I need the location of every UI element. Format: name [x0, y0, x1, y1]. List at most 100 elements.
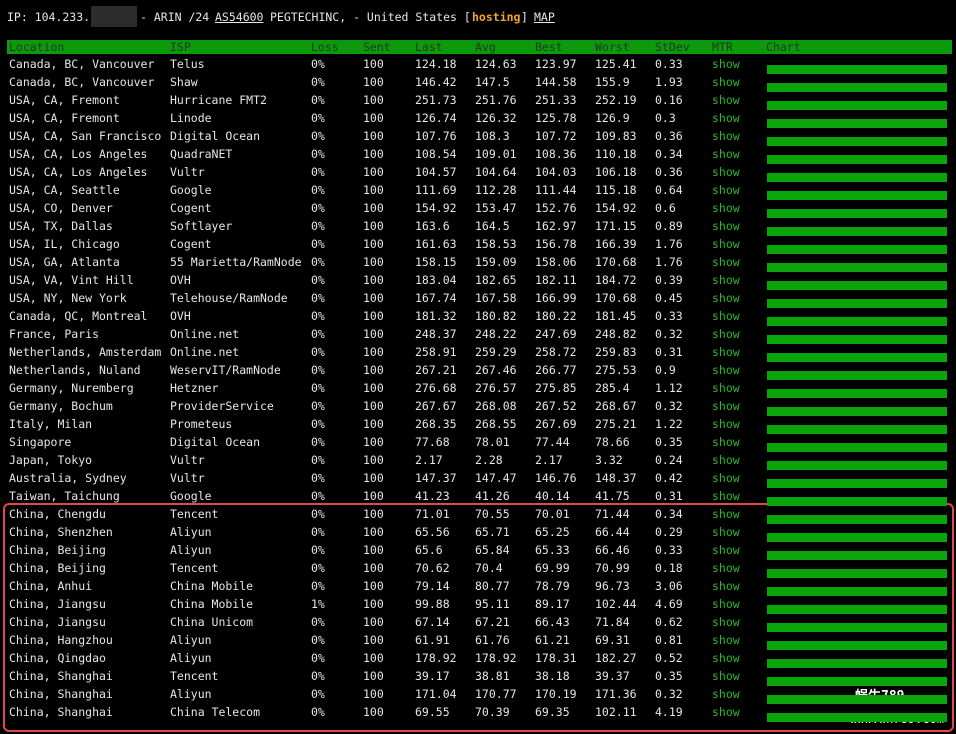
best: 123.97 — [535, 57, 577, 71]
mtr-link[interactable]: show — [712, 543, 740, 557]
mtr-link[interactable]: show — [712, 561, 740, 575]
location: USA, CA, Seattle — [9, 183, 120, 197]
best: 77.44 — [535, 435, 570, 449]
last: 61.91 — [415, 633, 450, 647]
mtr-link[interactable]: show — [712, 507, 740, 521]
stdev: 0.32 — [655, 327, 683, 341]
location: China, Beijing — [9, 561, 106, 575]
stdev: 0.3 — [655, 111, 676, 125]
avg: 182.65 — [475, 273, 517, 287]
loss: 0% — [311, 255, 325, 269]
mtr-link[interactable]: show — [712, 93, 740, 107]
mtr-link[interactable]: show — [712, 75, 740, 89]
mtr-link[interactable]: show — [712, 489, 740, 503]
location: USA, TX, Dallas — [9, 219, 113, 233]
mtr-link[interactable]: show — [712, 471, 740, 485]
mtr-link[interactable]: show — [712, 183, 740, 197]
mtr-link[interactable]: show — [712, 327, 740, 341]
loss: 0% — [311, 525, 325, 539]
mtr-link[interactable]: show — [712, 705, 740, 719]
isp: Vultr — [170, 165, 205, 179]
best: 166.99 — [535, 291, 577, 305]
stdev: 0.45 — [655, 291, 683, 305]
isp: China Unicom — [170, 615, 254, 629]
worst: 248.82 — [595, 327, 637, 341]
mtr-link[interactable]: show — [712, 399, 740, 413]
best: 107.72 — [535, 129, 577, 143]
worst: 171.15 — [595, 219, 637, 233]
isp: Aliyun — [170, 543, 212, 557]
avg: 2.28 — [475, 453, 503, 467]
mtr-link[interactable]: show — [712, 633, 740, 647]
mtr-link[interactable]: show — [712, 597, 740, 611]
worst: 252.19 — [595, 93, 637, 107]
mtr-link[interactable]: show — [712, 579, 740, 593]
isp: Online.net — [170, 327, 240, 341]
mtr-link[interactable]: show — [712, 219, 740, 233]
sent: 100 — [363, 273, 384, 287]
chart-bar — [767, 263, 947, 272]
chart-bar — [767, 65, 947, 74]
avg: 70.4 — [475, 561, 503, 575]
isp: Softlayer — [170, 219, 233, 233]
mtr-link[interactable]: show — [712, 363, 740, 377]
chart-bar — [767, 353, 947, 362]
loss: 0% — [311, 183, 325, 197]
mtr-link[interactable]: show — [712, 345, 740, 359]
last: 258.91 — [415, 345, 457, 359]
mtr-link[interactable]: show — [712, 435, 740, 449]
stdev: 0.34 — [655, 507, 683, 521]
isp: Vultr — [170, 453, 205, 467]
best: 125.78 — [535, 111, 577, 125]
avg: 126.32 — [475, 111, 517, 125]
avg: 65.84 — [475, 543, 510, 557]
avg: 41.26 — [475, 489, 510, 503]
location: USA, VA, Vint Hill — [9, 273, 134, 287]
best: 247.69 — [535, 327, 577, 341]
sent: 100 — [363, 597, 384, 611]
stdev: 0.6 — [655, 201, 676, 215]
chart-bar — [767, 371, 947, 380]
mtr-link[interactable]: show — [712, 453, 740, 467]
mtr-link[interactable]: show — [712, 165, 740, 179]
mtr-link[interactable]: show — [712, 57, 740, 71]
worst: 268.67 — [595, 399, 637, 413]
last: 147.37 — [415, 471, 457, 485]
last: 181.32 — [415, 309, 457, 323]
loss: 0% — [311, 291, 325, 305]
last: 69.55 — [415, 705, 450, 719]
location: China, Beijing — [9, 543, 106, 557]
mtr-link[interactable]: show — [712, 687, 740, 701]
best: 144.58 — [535, 75, 577, 89]
mtr-link[interactable]: show — [712, 237, 740, 251]
mtr-link[interactable]: show — [712, 309, 740, 323]
avg: 267.46 — [475, 363, 517, 377]
asn-link[interactable]: AS54600 — [215, 10, 264, 24]
mtr-link[interactable]: show — [712, 201, 740, 215]
best: 40.14 — [535, 489, 570, 503]
mtr-link[interactable]: show — [712, 417, 740, 431]
mtr-link[interactable]: show — [712, 651, 740, 665]
stdev: 0.42 — [655, 471, 683, 485]
location: Netherlands, Amsterdam — [9, 345, 162, 359]
loss: 0% — [311, 327, 325, 341]
mtr-link[interactable]: show — [712, 615, 740, 629]
stdev: 0.36 — [655, 165, 683, 179]
map-link[interactable]: MAP — [534, 10, 555, 24]
chart-bar — [767, 119, 947, 128]
stdev: 0.64 — [655, 183, 683, 197]
location: USA, GA, Atlanta — [9, 255, 120, 269]
hosting-tag: hosting — [472, 10, 521, 24]
mtr-link[interactable]: show — [712, 273, 740, 287]
mtr-link[interactable]: show — [712, 669, 740, 683]
mtr-link[interactable]: show — [712, 147, 740, 161]
mtr-link[interactable]: show — [712, 129, 740, 143]
mtr-link[interactable]: show — [712, 291, 740, 305]
mtr-link[interactable]: show — [712, 111, 740, 125]
loss: 1% — [311, 597, 325, 611]
isp: Prometeus — [170, 417, 233, 431]
mtr-link[interactable]: show — [712, 525, 740, 539]
mtr-link[interactable]: show — [712, 381, 740, 395]
mtr-link[interactable]: show — [712, 255, 740, 269]
